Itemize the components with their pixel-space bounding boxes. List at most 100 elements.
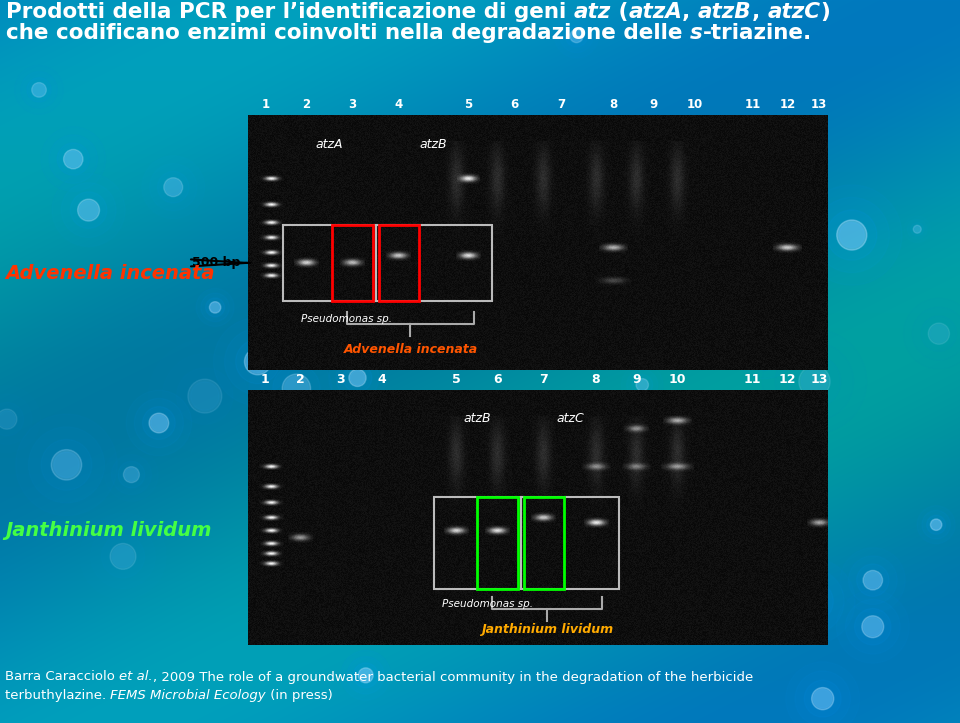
Circle shape (637, 380, 647, 390)
Text: 11: 11 (744, 98, 760, 111)
Text: 6: 6 (493, 373, 502, 386)
Circle shape (431, 194, 450, 213)
Circle shape (837, 220, 867, 250)
Circle shape (247, 351, 269, 372)
Circle shape (348, 656, 384, 694)
Circle shape (561, 181, 591, 212)
Circle shape (636, 379, 649, 391)
Text: 10: 10 (668, 373, 686, 386)
Circle shape (210, 303, 220, 312)
Text: atzB: atzB (464, 411, 491, 424)
Circle shape (930, 325, 948, 343)
Text: -triazine.: -triazine. (703, 23, 812, 43)
Circle shape (507, 270, 533, 296)
Circle shape (813, 690, 832, 708)
Circle shape (201, 293, 229, 322)
Text: 1: 1 (261, 373, 270, 386)
Circle shape (336, 356, 379, 399)
Text: 2: 2 (296, 373, 304, 386)
Text: 9: 9 (650, 98, 659, 111)
Circle shape (124, 466, 139, 483)
Circle shape (424, 457, 445, 479)
Circle shape (209, 301, 221, 313)
Bar (477, 497, 517, 589)
Circle shape (804, 680, 841, 717)
Circle shape (245, 348, 271, 375)
Text: 4: 4 (377, 373, 386, 386)
Circle shape (554, 539, 584, 568)
Circle shape (759, 199, 770, 210)
Circle shape (571, 30, 582, 41)
Text: FEMS Microbial Ecology: FEMS Microbial Ecology (110, 688, 266, 701)
Circle shape (827, 210, 876, 260)
Circle shape (425, 187, 456, 218)
Circle shape (760, 200, 769, 209)
Text: Prodotti della PCR per l’identificazione di geni: Prodotti della PCR per l’identificazione… (6, 2, 574, 22)
Text: 13: 13 (811, 98, 828, 111)
Text: 500 bp: 500 bp (192, 257, 240, 270)
Circle shape (564, 184, 588, 210)
Circle shape (188, 379, 222, 413)
Circle shape (494, 258, 545, 309)
Text: atzC: atzC (556, 411, 584, 424)
Circle shape (726, 484, 750, 508)
Circle shape (205, 298, 225, 317)
Circle shape (359, 669, 372, 682)
Text: 13: 13 (810, 373, 828, 386)
Text: 2: 2 (302, 98, 310, 111)
Circle shape (125, 468, 138, 482)
Circle shape (551, 536, 587, 570)
Text: 5: 5 (465, 98, 472, 111)
Text: 6: 6 (511, 98, 519, 111)
Circle shape (481, 245, 559, 322)
Text: 7: 7 (557, 98, 565, 111)
Circle shape (928, 323, 949, 344)
Circle shape (790, 580, 833, 623)
Circle shape (570, 30, 583, 43)
Circle shape (811, 688, 834, 710)
Text: atzB: atzB (698, 2, 752, 22)
Circle shape (142, 406, 176, 440)
Circle shape (864, 617, 882, 636)
Bar (283, 225, 375, 301)
Circle shape (600, 335, 618, 354)
Circle shape (151, 415, 167, 431)
Circle shape (865, 572, 881, 589)
Circle shape (799, 366, 830, 397)
Circle shape (63, 150, 83, 168)
Text: Pseudomonas sp.: Pseudomonas sp. (442, 599, 533, 609)
Text: ,: , (683, 2, 698, 22)
Circle shape (795, 671, 851, 723)
Text: 8: 8 (610, 98, 617, 111)
Text: Advenella incenata: Advenella incenata (344, 343, 477, 356)
Text: et al.: et al. (119, 670, 153, 683)
Circle shape (863, 570, 882, 590)
Text: Pseudomonas sp.: Pseudomonas sp. (301, 314, 392, 324)
Circle shape (931, 520, 941, 529)
Bar (520, 497, 619, 589)
Circle shape (799, 589, 825, 615)
Circle shape (350, 371, 365, 385)
Circle shape (358, 668, 373, 683)
Circle shape (32, 82, 46, 97)
Circle shape (922, 510, 950, 539)
Text: 5: 5 (452, 373, 461, 386)
Text: 12: 12 (780, 98, 796, 111)
Circle shape (0, 411, 15, 427)
Circle shape (756, 195, 774, 213)
Text: atzA: atzA (316, 139, 343, 152)
Circle shape (779, 569, 844, 634)
Circle shape (41, 440, 92, 490)
Circle shape (80, 201, 98, 219)
Text: ): ) (821, 2, 830, 22)
Circle shape (282, 374, 311, 403)
Text: 8: 8 (591, 373, 600, 386)
Circle shape (149, 413, 169, 433)
Circle shape (110, 544, 136, 569)
Circle shape (814, 197, 889, 273)
Text: Barra Caracciolo: Barra Caracciolo (5, 670, 119, 683)
Circle shape (51, 450, 82, 480)
Text: 4: 4 (395, 98, 403, 111)
Circle shape (164, 178, 182, 197)
Text: 3: 3 (337, 373, 345, 386)
